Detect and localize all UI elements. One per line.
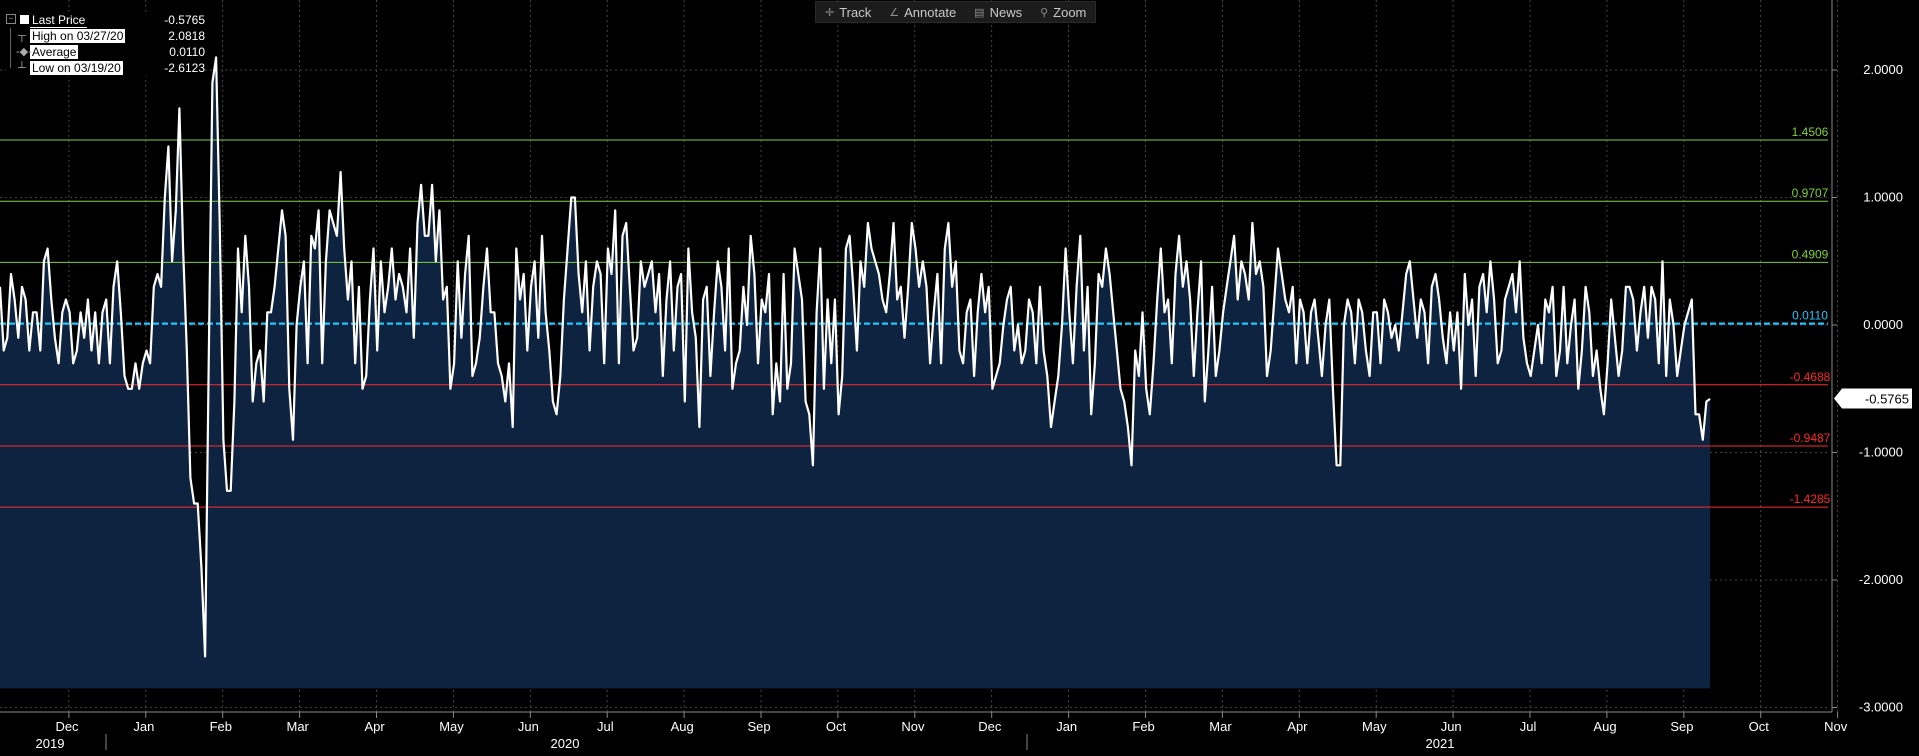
- high-marker-icon: ┬: [18, 30, 26, 42]
- legend-label: Last Price: [30, 13, 88, 28]
- low-marker-icon: ┴: [18, 62, 26, 74]
- magnifier-icon: ⚲: [1040, 6, 1049, 19]
- x-month-label: Sep: [748, 719, 771, 734]
- legend-row-average[interactable]: -◆- Average 0.0110: [6, 44, 205, 60]
- lower-band-label: -1.4285: [1790, 492, 1831, 506]
- news-label: News: [989, 4, 1023, 20]
- average-marker-icon: -◆-: [16, 46, 32, 58]
- area-fill: [0, 57, 1711, 689]
- annotate-label: Annotate: [904, 4, 957, 20]
- x-month-label: Apr: [364, 719, 385, 734]
- price-line: [0, 56, 1711, 658]
- y-tick-label: 0.0000: [1863, 317, 1903, 332]
- x-year-label: 2021: [1426, 736, 1455, 751]
- legend-row-high[interactable]: ┬ High on 03/27/20 2.0818: [6, 28, 205, 44]
- legend-value: 2.0818: [168, 29, 205, 43]
- legend-row-low[interactable]: ┴ Low on 03/19/20 -2.6123: [6, 60, 205, 76]
- upper-band-label: 1.4506: [1792, 125, 1829, 139]
- zoom-button[interactable]: ⚲ Zoom: [1031, 2, 1095, 22]
- news-icon: ▤: [974, 6, 985, 19]
- y-tick-label: -3.0000: [1859, 700, 1903, 715]
- x-month-label: Jun: [1441, 719, 1462, 734]
- x-month-label: Jul: [597, 719, 614, 734]
- legend-value: -2.6123: [164, 61, 205, 75]
- track-label: Track: [839, 4, 872, 20]
- annotate-button[interactable]: ∠ Annotate: [880, 2, 965, 22]
- last-price-tag: [1834, 388, 1912, 409]
- legend-value: 0.0110: [169, 45, 205, 59]
- legend-row-last-price[interactable]: − Last Price -0.5765: [6, 12, 205, 28]
- x-month-label: Mar: [1209, 719, 1232, 734]
- y-tick-label: -1.0000: [1859, 445, 1903, 460]
- chart-legend: − Last Price -0.5765 ┬ High on 03/27/20 …: [6, 12, 205, 76]
- y-tick-label: 2.0000: [1863, 62, 1903, 77]
- area-layer: [0, 57, 1711, 689]
- news-button[interactable]: ▤ News: [965, 2, 1031, 22]
- x-month-label: Jan: [133, 719, 154, 734]
- x-month-label: Apr: [1287, 719, 1308, 734]
- x-year-label: 2019: [36, 736, 65, 751]
- x-month-label: Dec: [978, 719, 1002, 734]
- last-price-label: -0.5765: [1865, 392, 1909, 407]
- lower-band-label: -0.9487: [1790, 431, 1831, 445]
- legend-value: -0.5765: [164, 13, 205, 27]
- legend-label: Average: [30, 45, 79, 59]
- y-tick-label: -2.0000: [1859, 572, 1903, 587]
- legend-label: High on 03/27/20: [30, 29, 126, 43]
- x-year-label: 2020: [551, 736, 580, 751]
- collapse-icon[interactable]: −: [6, 14, 16, 24]
- track-button[interactable]: ✛ Track: [816, 2, 880, 22]
- upper-band-label: 0.4909: [1792, 247, 1829, 261]
- crosshair-icon: ✛: [825, 6, 835, 19]
- x-month-label: Oct: [1749, 719, 1770, 734]
- lower-band-label: -0.4688: [1790, 370, 1831, 384]
- x-month-label: Nov: [901, 719, 925, 734]
- y-axis: 2.0000 1.0000 0.0000 -1.0000 -2.0000 -3.0000 -…: [1831, 0, 1912, 715]
- x-month-label: Oct: [826, 719, 847, 734]
- x-month-label: May: [439, 719, 464, 734]
- x-month-label: Dec: [55, 719, 79, 734]
- x-month-label: Feb: [1132, 719, 1154, 734]
- x-month-label: Jun: [518, 719, 539, 734]
- average-band-label: 0.0110: [1792, 309, 1828, 323]
- x-axis: Dec Jan Feb Mar Apr May Jun Jul Aug Sep Oct Nov Dec J…: [0, 711, 1848, 751]
- series-color-swatch: [20, 15, 29, 24]
- x-month-label: May: [1362, 719, 1387, 734]
- y-tick-label: 1.0000: [1863, 190, 1903, 205]
- x-month-label: Aug: [1593, 719, 1616, 734]
- upper-band-label: 0.9707: [1792, 186, 1829, 200]
- chart-toolbar: ✛ Track ∠ Annotate ▤ News ⚲ Zoom: [815, 1, 1097, 23]
- legend-label: Low on 03/19/20: [30, 61, 123, 75]
- x-month-label: Mar: [287, 719, 310, 734]
- x-month-label: Nov: [1824, 719, 1848, 734]
- price-line-layer: [0, 56, 1711, 658]
- x-month-label: Aug: [671, 719, 694, 734]
- x-month-label: Jul: [1520, 719, 1537, 734]
- x-month-label: Jan: [1056, 719, 1077, 734]
- zoom-label: Zoom: [1053, 4, 1087, 20]
- pencil-icon: ∠: [889, 6, 900, 19]
- x-month-label: Feb: [210, 719, 232, 734]
- x-month-label: Sep: [1670, 719, 1693, 734]
